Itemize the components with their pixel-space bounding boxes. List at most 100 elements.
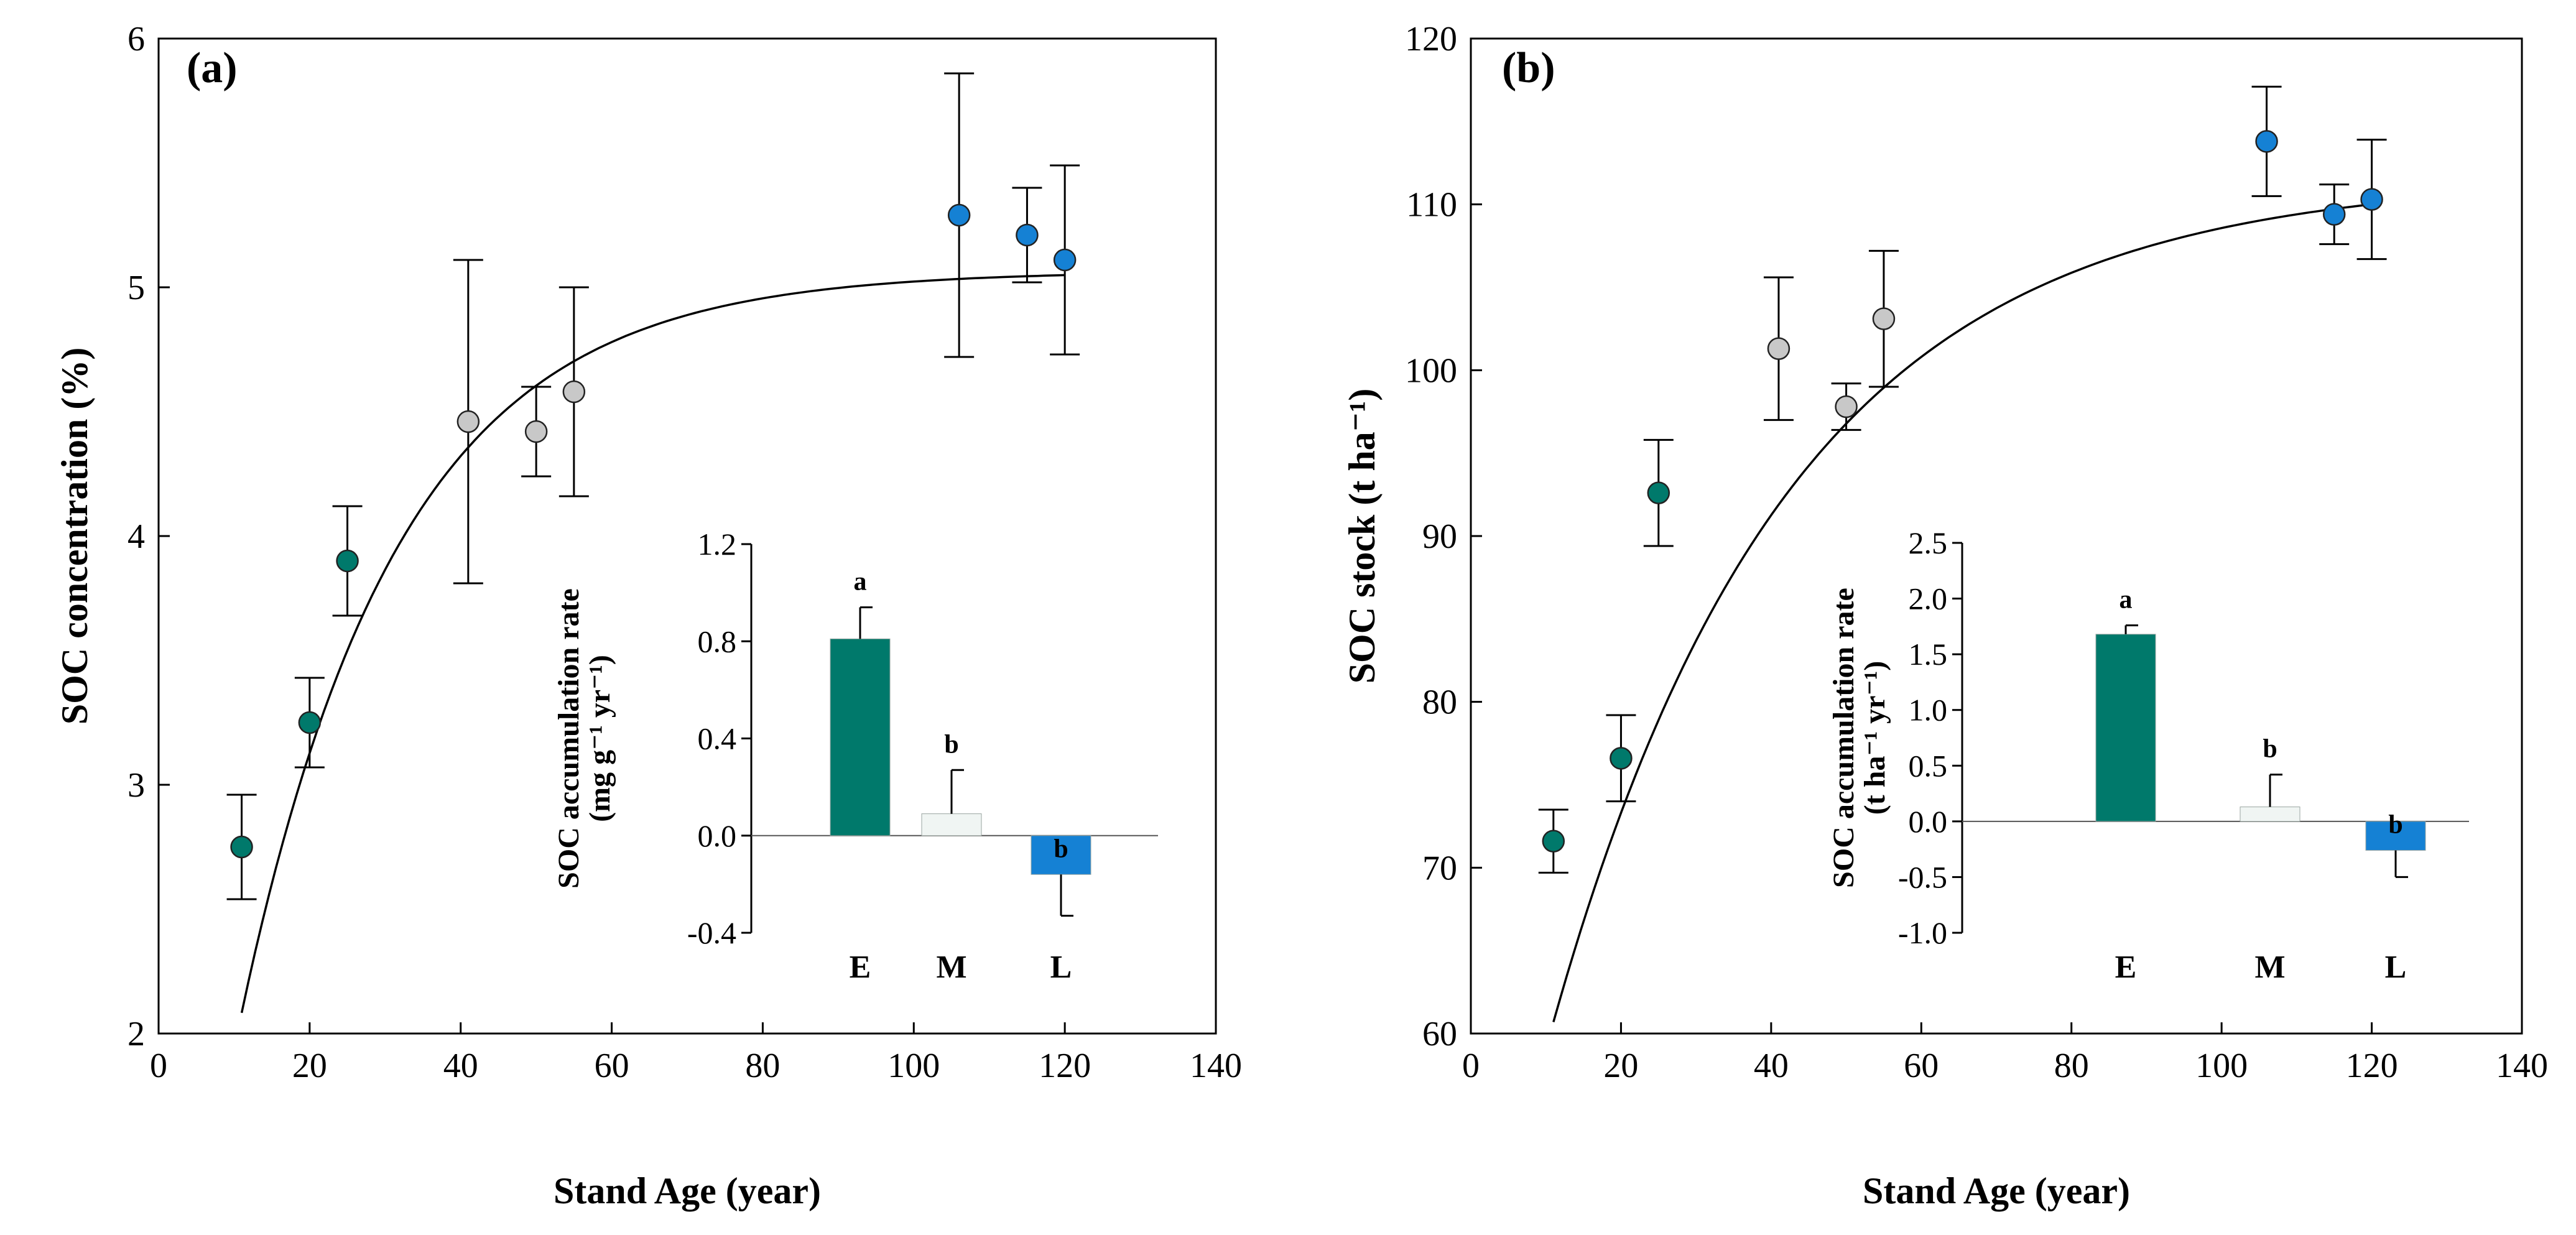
- data-point-mid: [1763, 276, 1794, 421]
- inset-category-label: L: [2385, 950, 2407, 985]
- inset-significance-letter: b: [1054, 835, 1068, 863]
- inset-y-tick-label: 0.4: [698, 721, 737, 756]
- data-point-late: [2319, 183, 2350, 246]
- inset-y-tick-label: 0.8: [698, 624, 737, 659]
- inset-category-label: E: [850, 950, 871, 985]
- x-tick-label: 140: [1190, 1047, 1242, 1085]
- data-marker: [562, 380, 586, 404]
- x-tick-label: 140: [2496, 1047, 2548, 1085]
- inset-y-tick-label: -0.5: [1898, 859, 1947, 894]
- y-tick-label: 60: [1422, 1015, 1457, 1053]
- y-tick-label: 4: [127, 517, 145, 556]
- inset-y-axis-title: SOC accumulation rate: [552, 588, 585, 889]
- data-marker: [1016, 223, 1039, 247]
- x-tick-label: 0: [1462, 1047, 1480, 1085]
- inset-category-label: L: [1050, 950, 1072, 985]
- data-marker: [230, 835, 253, 859]
- inset-category-label: E: [2115, 950, 2137, 985]
- y-tick-label: 120: [1405, 20, 1457, 58]
- x-tick-label: 120: [1039, 1047, 1091, 1085]
- data-marker: [524, 420, 548, 443]
- inset-bar-E: [830, 638, 891, 836]
- data-point-late: [944, 72, 975, 358]
- data-point-early: [332, 505, 363, 617]
- x-tick-label: 60: [1904, 1047, 1939, 1085]
- inset-category-label: M: [2254, 950, 2285, 985]
- inset-y-tick-label: 1.0: [1909, 693, 1948, 728]
- data-point-early: [1643, 438, 1674, 547]
- data-point-mid: [1868, 249, 1899, 388]
- x-tick-label: 20: [1603, 1047, 1638, 1085]
- data-point-early: [294, 677, 325, 769]
- inset-bar-chart: -0.4 0.0 0.4 0.8 1.2 a Eb Mb L SOC accumulation r…: [552, 527, 1158, 985]
- plot-frame: [157, 37, 1217, 1035]
- data-point-late: [2356, 139, 2387, 261]
- x-tick-label: 120: [2346, 1047, 2398, 1085]
- y-tick-label: 80: [1422, 683, 1457, 722]
- data-point-early: [1606, 714, 1636, 803]
- data-marker: [1053, 248, 1077, 272]
- fitted-curve: [240, 274, 1065, 1014]
- x-tick-label: 40: [1754, 1047, 1789, 1085]
- inset-y-tick-label: -0.4: [687, 915, 736, 950]
- x-tick-label: 100: [887, 1047, 940, 1085]
- inset-category-label: M: [936, 950, 966, 985]
- chart-panel-a: 0 20 40 60 80 100 120 140 2 3 4 5 6 Stand Age (year) S…: [54, 20, 1242, 1211]
- inset-y-tick-label: 0.5: [1909, 748, 1948, 783]
- inset-y-tick-label: 1.2: [698, 527, 737, 562]
- data-point-late: [1012, 187, 1042, 284]
- y-tick-label: 70: [1422, 849, 1457, 887]
- inset-y-tick-label: -1.0: [1898, 915, 1947, 950]
- inset-significance-letter: b: [2263, 735, 2277, 764]
- inset-significance-letter: b: [2388, 810, 2402, 839]
- data-marker: [2322, 203, 2346, 226]
- y-tick-label: 100: [1405, 351, 1457, 390]
- inset-y-tick-label: 0.0: [698, 818, 737, 853]
- fitted-curve: [1552, 203, 2372, 1022]
- inset-y-tick-label: 2.5: [1909, 525, 1948, 560]
- inset-bar-L: [1031, 835, 1091, 875]
- y-tick-label: 90: [1422, 517, 1457, 556]
- data-marker: [1647, 481, 1670, 504]
- data-marker: [2255, 130, 2278, 153]
- data-point-early: [226, 793, 257, 900]
- x-tick-label: 20: [292, 1047, 327, 1085]
- data-marker: [456, 410, 480, 433]
- y-tick-label: 5: [127, 269, 145, 307]
- x-tick-label: 0: [150, 1047, 167, 1085]
- panel-label: (a): [187, 44, 238, 92]
- inset-y-tick-label: 2.0: [1909, 581, 1948, 616]
- x-tick-label: 80: [745, 1047, 780, 1085]
- data-point-early: [1538, 808, 1568, 874]
- x-axis-title: Stand Age (year): [554, 1170, 821, 1211]
- inset-bar-E: [2095, 634, 2156, 822]
- x-axis-title: Stand Age (year): [1863, 1170, 2130, 1211]
- data-marker: [2360, 188, 2383, 211]
- panel-label: (b): [1502, 44, 1555, 92]
- y-axis-title: SOC concentration (%): [54, 348, 95, 725]
- inset-y-axis-unit: (mg g⁻¹ yr⁻¹): [583, 655, 616, 822]
- inset-y-tick-label: 1.5: [1909, 637, 1948, 672]
- inset-y-tick-label: 0.0: [1909, 804, 1948, 839]
- data-point-mid: [521, 386, 552, 478]
- data-marker: [1542, 830, 1565, 853]
- data-marker: [1610, 747, 1633, 770]
- y-tick-label: 6: [127, 20, 145, 58]
- data-marker: [1835, 395, 1858, 419]
- inset-bar-L: [2365, 821, 2426, 851]
- y-tick-label: 110: [1406, 186, 1457, 224]
- x-tick-label: 80: [2054, 1047, 2089, 1085]
- inset-bar-M: [2240, 807, 2300, 822]
- data-point-mid: [1831, 382, 1861, 431]
- inset-significance-letter: a: [854, 568, 867, 596]
- data-point-late: [2251, 85, 2282, 197]
- inset-bar-M: [921, 813, 982, 836]
- inset-y-axis-title: SOC accumulation rate: [1827, 588, 1860, 888]
- y-tick-label: 3: [127, 766, 145, 805]
- data-marker: [298, 711, 322, 734]
- chart-panel-b: 0 20 40 60 80 100 120 140 60 70 80 90 100 110 120 Stand…: [1341, 20, 2548, 1211]
- data-point-late: [1050, 164, 1080, 356]
- x-tick-label: 40: [443, 1047, 478, 1085]
- data-marker: [336, 549, 359, 573]
